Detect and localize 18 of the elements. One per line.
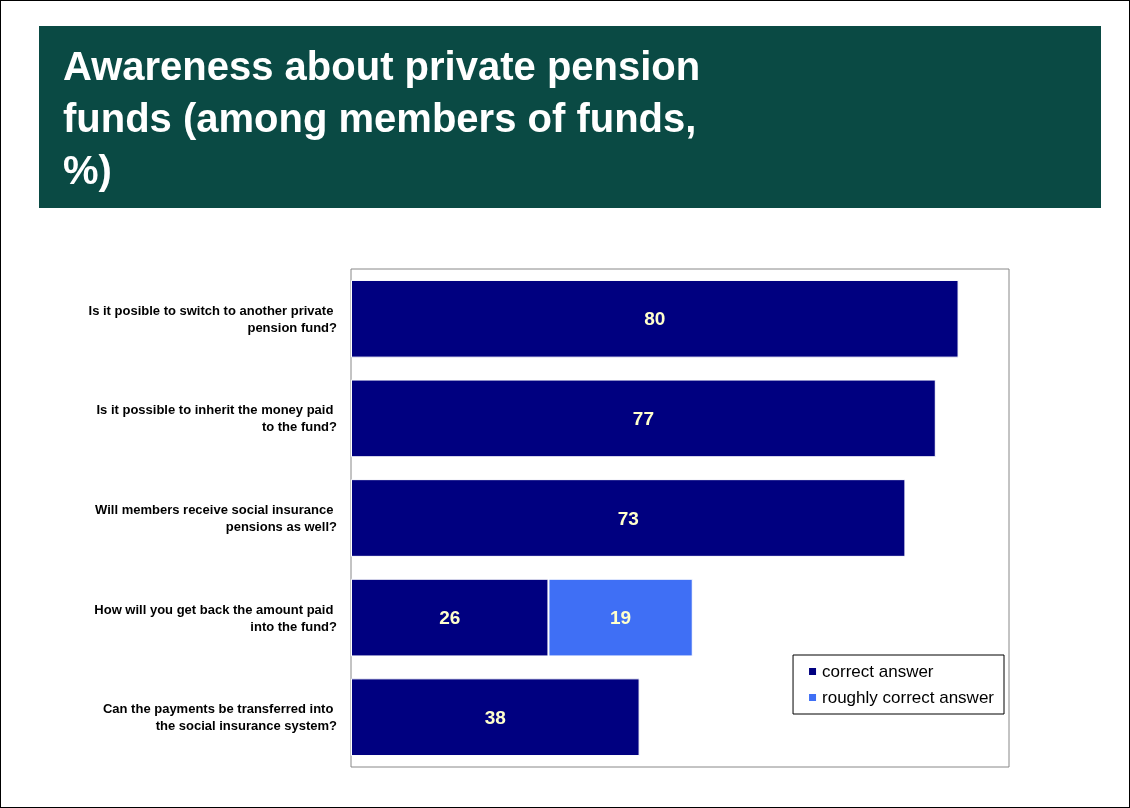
bar bbox=[351, 379, 936, 458]
y-tick-label: Will members receive social insurance pensions as well? bbox=[95, 502, 338, 534]
bar bbox=[351, 479, 906, 557]
bar bbox=[351, 678, 640, 757]
data-label: 77 bbox=[632, 407, 654, 429]
legend-label: roughly correct answer bbox=[822, 688, 995, 707]
y-tick-label: How will you get back the amount paid into the fund? bbox=[94, 601, 338, 634]
chart-title: Awareness about private pension funds (among members of funds, %) bbox=[63, 43, 702, 194]
y-tick-label: Is it possible to inherit the money paid to the fund? bbox=[96, 402, 338, 435]
y-tick-label: Can the payments be transferred into the social insurance system? bbox=[102, 701, 338, 734]
data-label: 80 bbox=[644, 308, 666, 330]
data-label: 38 bbox=[484, 706, 506, 728]
data-label: 26 bbox=[439, 607, 461, 629]
data-label: 73 bbox=[617, 507, 639, 529]
legend-label: correct answer bbox=[822, 662, 934, 681]
y-tick-label: Is it posible to switch to another private pension fund? bbox=[88, 302, 338, 335]
bar bbox=[351, 279, 959, 358]
data-label: 19 bbox=[610, 607, 632, 629]
